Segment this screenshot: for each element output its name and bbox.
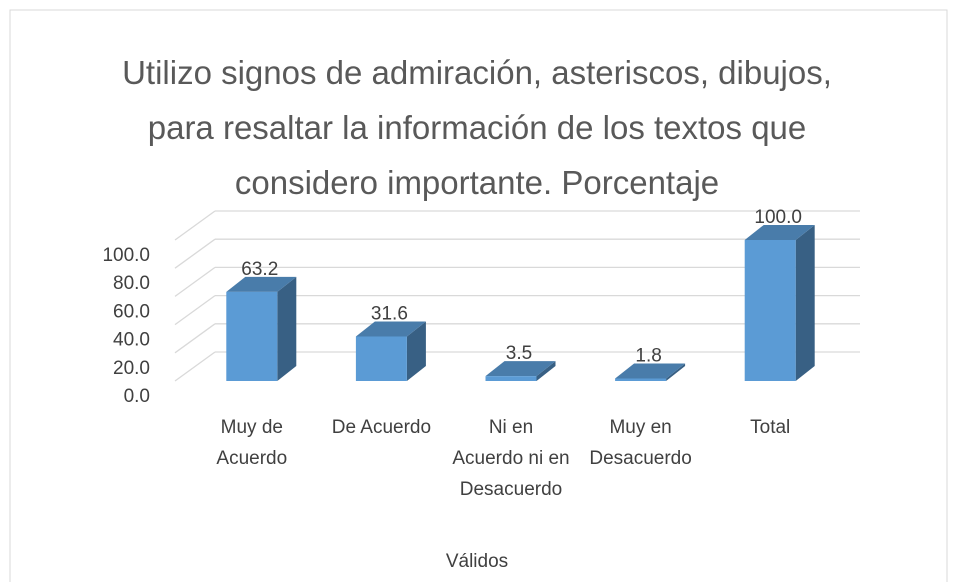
y-tick-label: 40.0 (113, 330, 150, 351)
x-axis-label: Válidos (446, 551, 508, 572)
grid-line (174, 323, 216, 354)
bar-top (615, 363, 686, 379)
y-tick-label: 100.0 (102, 245, 150, 266)
x-tick-label: Total (750, 417, 790, 438)
y-tick-label: 0.0 (124, 386, 150, 407)
data-label: 63.2 (241, 259, 278, 280)
grid-line (174, 295, 216, 326)
bar-side (666, 363, 686, 381)
y-tick-label: 20.0 (113, 358, 150, 379)
bar-front (355, 336, 407, 381)
bar-top (744, 225, 815, 240)
bar (355, 321, 426, 381)
y-tick-label: 60.0 (113, 301, 150, 322)
bar-front (485, 376, 537, 381)
bar (226, 276, 297, 381)
x-tick-label: Muy de Acuerdo (216, 417, 287, 469)
bar-side (536, 361, 556, 381)
x-tick-label: Ni en Acuerdo ni en Desacuerdo (452, 417, 569, 500)
grid-line (174, 351, 216, 382)
data-label: 31.6 (371, 303, 408, 324)
bar-top (355, 321, 426, 337)
bar-top (485, 361, 556, 377)
data-label: 1.8 (635, 345, 661, 366)
x-tick-label: Muy en Desacuerdo (589, 417, 691, 469)
y-tick-label: 80.0 (113, 273, 150, 294)
bar (485, 361, 556, 381)
x-tick-label: De Acuerdo (332, 417, 431, 438)
grid-line (174, 266, 216, 297)
data-label: 3.5 (506, 343, 532, 364)
bar-front (615, 378, 667, 381)
bar-top (226, 276, 297, 292)
bar (744, 225, 815, 381)
grid-line (174, 238, 216, 269)
bar-side (277, 276, 297, 381)
bar-front (744, 240, 796, 381)
data-label: 100.0 (754, 207, 802, 228)
chart-title: Utilizo signos de admiración, asteriscos… (122, 54, 832, 201)
bar-side (406, 321, 426, 381)
bar-side (795, 225, 815, 381)
bar (615, 363, 686, 381)
bar-front (226, 291, 278, 381)
grid-line (174, 210, 216, 241)
